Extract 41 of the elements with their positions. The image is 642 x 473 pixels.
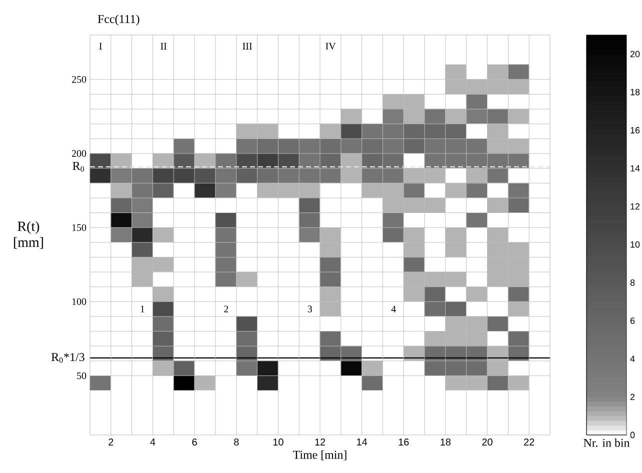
x-tick-label: 10 [273,438,284,446]
color-bar-label: 16 [630,127,640,134]
annotation: 1 [140,306,144,312]
annotation: 4 [391,306,396,312]
y-tick-label: 50 [77,372,86,380]
y-axis-title: R(t) [mm] [14,221,43,249]
color-bar-label: 2 [630,394,635,400]
x-tick-label: 8 [234,438,239,446]
y-tick-label: 150 [72,224,86,231]
ref-line-label: R$_{0}$ [72,162,84,172]
color-bar-label: 20 [630,50,640,58]
ref-line-label: R$_{0}$*1/3 [51,353,84,363]
x-tick-label: 18 [440,438,451,446]
color-bar-label: 0 [630,432,635,438]
x-tick-label: 14 [357,438,368,446]
x-tick-label: 16 [398,438,409,446]
color-bar-label: 8 [630,279,635,286]
color-bar-label: 6 [630,318,635,324]
annotation: 3 [308,306,312,312]
annotation: IV [326,42,336,50]
color-bar-label: 12 [630,203,640,210]
annotation: II [160,42,167,50]
color-bar-label: 10 [630,241,640,248]
chart-title: Fcc(111) [98,14,140,26]
x-tick-label: 6 [192,438,197,446]
y-tick-label: 200 [72,150,86,157]
annotation: I [99,42,102,50]
x-tick-label: 2 [108,438,114,446]
x-tick-label: 22 [524,438,534,446]
color-bar-label: 4 [630,356,635,362]
color-bar-label: 18 [630,88,640,96]
annotation: III [242,42,252,50]
y-tick-label: 100 [72,298,86,306]
color-bar-label: 14 [630,165,640,172]
x-tick-label: 4 [150,438,156,446]
x-tick-label: 20 [482,438,492,446]
annotation: 2 [224,306,228,312]
x-axis-title: Time [min] [293,450,346,460]
x-tick-label: 12 [315,438,326,446]
y-tick-label: 250 [72,76,86,83]
color-bar-title: Nr. in bin [584,438,630,447]
